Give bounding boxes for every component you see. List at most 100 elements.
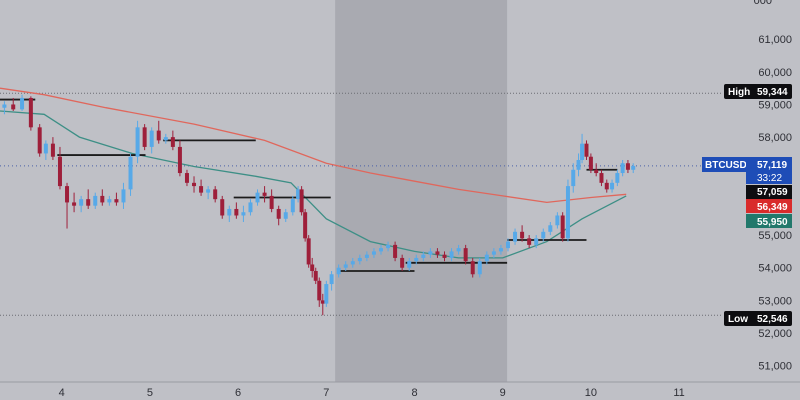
- x-tick-label: 10: [585, 387, 597, 399]
- candle: [324, 280, 329, 307]
- candle: [378, 244, 383, 255]
- shaded-session: [335, 0, 508, 382]
- candle: [121, 182, 126, 209]
- candle: [303, 208, 308, 242]
- low-label: Low 52,546: [724, 311, 792, 326]
- y-tick-label: 54,000: [758, 263, 792, 275]
- x-tick-label: 4: [59, 387, 65, 399]
- candle: [541, 228, 546, 242]
- candle: [86, 189, 91, 209]
- close-label: 57,059: [746, 185, 792, 199]
- candle: [548, 222, 553, 236]
- y-tick-label: 58,000: [758, 132, 792, 144]
- candle-body: [414, 257, 419, 262]
- candle: [72, 192, 77, 213]
- high-label-value: 59,344: [757, 87, 788, 98]
- candle: [414, 254, 419, 265]
- candle-body: [449, 251, 454, 258]
- candle-body: [269, 195, 274, 209]
- candle-body: [470, 261, 475, 275]
- candle: [11, 97, 16, 112]
- candle: [393, 241, 398, 262]
- candle: [276, 205, 281, 226]
- candle-body: [184, 173, 189, 183]
- candle: [343, 261, 348, 271]
- ma-slow-line: [0, 87, 627, 204]
- ma-slow-price-box: [746, 199, 792, 213]
- candle: [100, 189, 105, 206]
- candle-body: [560, 215, 565, 239]
- candle-body: [378, 248, 383, 252]
- candle-body: [135, 127, 140, 157]
- candle-body: [37, 127, 42, 154]
- candle-body: [43, 143, 48, 154]
- candle-body: [299, 189, 304, 213]
- candle-body: [65, 186, 70, 203]
- candle: [491, 248, 496, 258]
- candle: [156, 120, 161, 144]
- price-labels: High 59,344 Low 52,546 BTCUSD 57,119 33:…: [702, 84, 792, 326]
- candle-body: [192, 182, 197, 187]
- x-tick-label: 6: [235, 387, 241, 399]
- candles: [2, 94, 636, 316]
- high-label: High 59,344: [724, 84, 792, 99]
- y-tick-label: 59,000: [758, 99, 792, 111]
- y-tick-label: 60,000: [758, 67, 792, 79]
- candle-body: [313, 270, 318, 281]
- candle: [484, 251, 489, 265]
- candle-body: [456, 248, 461, 252]
- candle: [262, 186, 267, 203]
- candle: [220, 195, 225, 219]
- candle: [428, 248, 433, 258]
- y-tick-label-partial: 000: [754, 0, 772, 7]
- candle: [329, 270, 334, 291]
- candle-body: [206, 189, 211, 193]
- last-price-box: [746, 157, 792, 184]
- candle: [299, 186, 304, 216]
- candle-body: [594, 169, 599, 174]
- candle-body: [86, 199, 91, 206]
- candle-body: [163, 137, 168, 141]
- candle-body: [149, 130, 154, 147]
- x-tick-label: 7: [323, 387, 329, 399]
- countdown-text: 33:22: [757, 173, 782, 184]
- low-label-value: 52,546: [757, 314, 788, 325]
- candle-body: [276, 208, 281, 219]
- symbol-box: [702, 157, 746, 172]
- candle-body: [393, 244, 398, 258]
- candle: [527, 235, 532, 249]
- candle: [584, 140, 589, 160]
- candle: [135, 120, 140, 164]
- candle: [625, 159, 630, 174]
- candle: [255, 189, 260, 206]
- candle: [610, 179, 615, 193]
- candle: [57, 146, 62, 190]
- candle: [290, 195, 295, 216]
- candle-body: [541, 231, 546, 239]
- candle-body: [57, 156, 62, 187]
- candle-body: [199, 186, 204, 193]
- candle: [43, 140, 48, 160]
- symbol-text: BTCUSD: [705, 160, 747, 171]
- candle: [513, 228, 518, 245]
- candle: [371, 248, 376, 258]
- candle-body: [72, 202, 77, 206]
- candle-body: [491, 251, 496, 255]
- candle-body: [484, 254, 489, 262]
- candle-body: [100, 195, 105, 203]
- candle-body: [320, 300, 325, 304]
- candle-body: [227, 208, 232, 216]
- reference-lines: [0, 92, 800, 383]
- candle: [620, 159, 625, 177]
- candle-body: [371, 251, 376, 255]
- candle-body: [435, 251, 440, 255]
- close-price-text: 57,059: [757, 187, 788, 198]
- candle: [576, 153, 581, 177]
- candle: [565, 179, 570, 242]
- candle: [269, 189, 274, 213]
- y-tick-label: 55,000: [758, 230, 792, 242]
- y-tick-label: 53,000: [758, 295, 792, 307]
- x-tick-label: 9: [500, 387, 506, 399]
